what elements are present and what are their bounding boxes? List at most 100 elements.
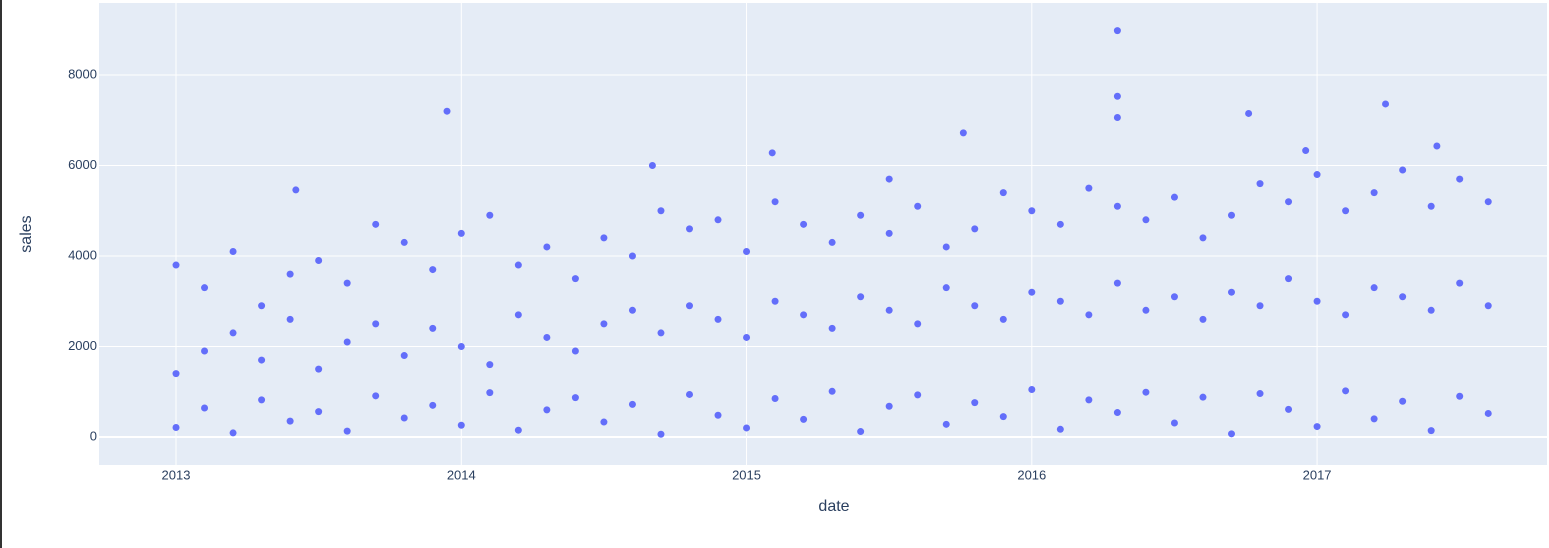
point xyxy=(628,252,636,260)
point xyxy=(1028,385,1036,393)
point xyxy=(914,320,922,328)
point xyxy=(800,415,808,423)
point xyxy=(999,315,1007,323)
point xyxy=(771,395,779,403)
point xyxy=(286,315,294,323)
point xyxy=(1484,302,1492,310)
point xyxy=(1484,409,1492,417)
point xyxy=(942,243,950,251)
point xyxy=(201,404,209,412)
point xyxy=(1227,430,1235,438)
point xyxy=(1427,306,1435,314)
point xyxy=(1399,397,1407,405)
point xyxy=(543,406,551,414)
point xyxy=(828,238,836,246)
point xyxy=(1227,288,1235,296)
point xyxy=(1085,311,1093,319)
point xyxy=(600,418,608,426)
point xyxy=(1313,423,1321,431)
point xyxy=(1245,109,1253,117)
point xyxy=(286,417,294,425)
point xyxy=(800,311,808,319)
point xyxy=(172,370,180,378)
point xyxy=(1484,198,1492,206)
point xyxy=(372,320,380,328)
window-edge xyxy=(0,0,2,548)
point xyxy=(292,186,300,194)
point xyxy=(1199,393,1207,401)
point xyxy=(971,225,979,233)
point xyxy=(743,333,751,341)
point xyxy=(571,394,579,402)
point xyxy=(1199,315,1207,323)
point xyxy=(1170,419,1178,427)
point xyxy=(1342,207,1350,215)
point xyxy=(685,390,693,398)
point xyxy=(486,389,494,397)
point xyxy=(486,361,494,369)
point xyxy=(372,220,380,228)
point xyxy=(258,356,266,364)
point xyxy=(648,161,656,169)
y-tick-label: 0 xyxy=(90,428,97,443)
point xyxy=(857,293,865,301)
plot-area xyxy=(99,3,1547,465)
point xyxy=(914,202,922,210)
point xyxy=(1427,202,1435,210)
point xyxy=(1370,189,1378,197)
point xyxy=(429,324,437,332)
point xyxy=(1342,387,1350,395)
point xyxy=(857,428,865,436)
point xyxy=(1028,207,1036,215)
point xyxy=(457,421,465,429)
points xyxy=(172,27,1492,438)
point xyxy=(1456,392,1464,400)
point xyxy=(999,189,1007,197)
point xyxy=(999,413,1007,421)
y-tick-label: 6000 xyxy=(68,157,97,172)
point xyxy=(1399,166,1407,174)
point xyxy=(1056,297,1064,305)
point xyxy=(1142,388,1150,396)
y-tick-label: 4000 xyxy=(68,247,97,262)
point xyxy=(229,329,237,337)
point xyxy=(600,234,608,242)
x-tick-label: 2016 xyxy=(1017,467,1046,482)
point xyxy=(1256,302,1264,310)
point xyxy=(315,408,323,416)
point xyxy=(1113,27,1121,35)
point xyxy=(1399,293,1407,301)
point xyxy=(457,342,465,350)
point xyxy=(768,149,776,157)
point xyxy=(1227,211,1235,219)
point xyxy=(1313,297,1321,305)
point xyxy=(443,107,451,115)
point xyxy=(1142,306,1150,314)
point xyxy=(1142,216,1150,224)
x-tick-label: 2014 xyxy=(447,467,476,482)
point xyxy=(1170,293,1178,301)
point xyxy=(885,229,893,237)
point xyxy=(600,320,608,328)
point xyxy=(1056,425,1064,433)
point xyxy=(1285,405,1293,413)
point xyxy=(743,247,751,255)
point xyxy=(1456,279,1464,287)
point xyxy=(885,402,893,410)
point xyxy=(1427,427,1435,435)
point xyxy=(315,365,323,373)
point xyxy=(457,229,465,237)
point xyxy=(258,302,266,310)
point xyxy=(429,266,437,274)
point xyxy=(959,129,967,137)
point xyxy=(914,391,922,399)
point xyxy=(514,261,522,269)
point xyxy=(942,420,950,428)
point xyxy=(1113,202,1121,210)
point xyxy=(229,247,237,255)
point xyxy=(1382,100,1390,108)
point xyxy=(1433,142,1441,150)
point xyxy=(315,257,323,265)
point xyxy=(771,198,779,206)
